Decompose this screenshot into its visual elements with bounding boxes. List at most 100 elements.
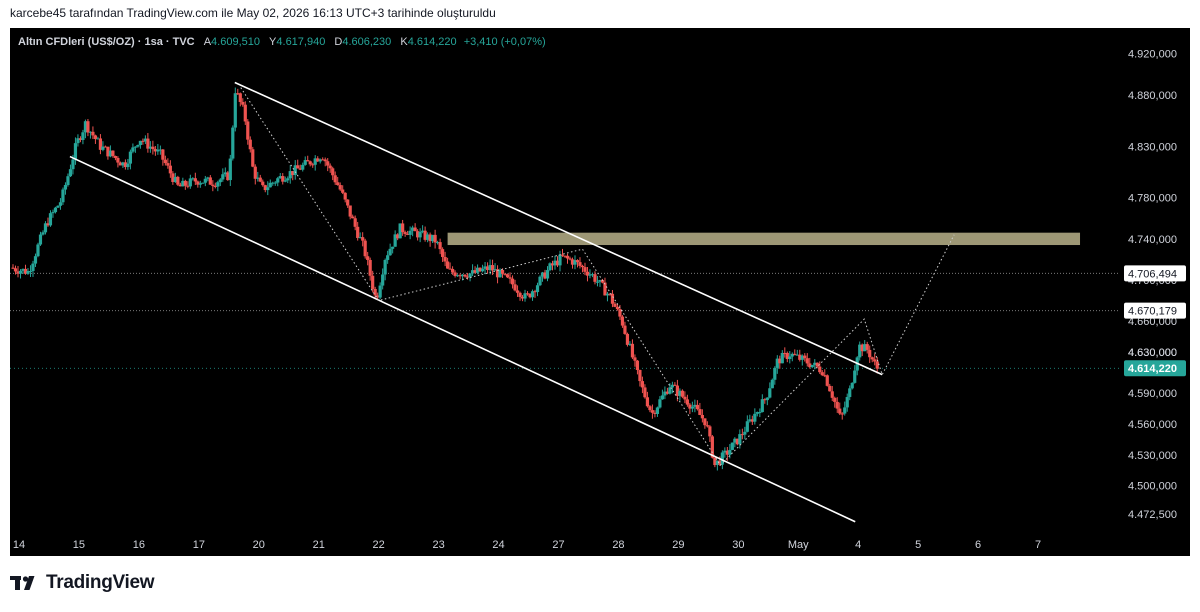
candle-up	[470, 270, 475, 274]
candle-up	[788, 356, 792, 360]
candle-down	[208, 177, 212, 185]
candle-down	[226, 172, 230, 181]
candle-up	[753, 413, 757, 422]
candle-up	[598, 280, 602, 282]
price-tick-label: 4.830,000	[1128, 141, 1177, 153]
candle-down	[610, 293, 615, 304]
time-tick-label: 24	[492, 539, 504, 551]
candle-up	[283, 180, 287, 182]
candle-down	[653, 412, 657, 414]
time-tick-label: 17	[193, 539, 205, 551]
candle-up	[488, 265, 492, 271]
candle-up	[158, 149, 162, 151]
candle-up	[56, 205, 60, 208]
candle-up	[748, 419, 752, 422]
candle-down	[578, 262, 582, 266]
candle-down	[783, 352, 787, 354]
candle-down	[635, 360, 640, 371]
time-axis[interactable]: 14 15 16 17 20 21 22 23 24 27 28 29 30 May 4 5 6 7	[10, 532, 1190, 556]
candle-up	[780, 352, 784, 364]
candle-down	[103, 146, 108, 148]
candle-up	[28, 271, 33, 273]
candle-down	[805, 358, 809, 364]
price-chart[interactable]: 4.920,000 4.880,000 4.830,000 4.780,000 4.74…	[10, 28, 1190, 556]
candle-up	[388, 248, 392, 256]
time-tick-label: 27	[552, 539, 564, 551]
candle-up	[101, 146, 105, 150]
candle-down	[346, 199, 350, 206]
candle-up	[221, 174, 225, 180]
candle-up	[143, 138, 147, 142]
candle-up	[391, 246, 395, 249]
candle-up	[411, 227, 415, 231]
candle-up	[843, 407, 847, 414]
candle-up	[81, 132, 85, 140]
candle-down	[823, 375, 827, 377]
candle-down	[643, 387, 647, 398]
candle-down	[13, 268, 18, 272]
candle-down	[406, 233, 410, 235]
candle-up	[743, 431, 747, 435]
candle-down	[361, 237, 365, 241]
candle-down	[688, 404, 692, 409]
candle-down	[153, 149, 157, 152]
candle-up	[738, 434, 742, 445]
candle-up	[760, 399, 764, 413]
tradingview-brand[interactable]: TradingView	[10, 572, 155, 594]
candle-up	[273, 182, 277, 184]
candle-down	[241, 101, 245, 105]
candle-down	[680, 390, 684, 397]
chart-panel[interactable]: 4.920,000 4.880,000 4.830,000 4.780,000 4.74…	[10, 28, 1190, 556]
time-tick-label: 4	[855, 539, 861, 551]
candle-down	[505, 274, 510, 278]
candle-down	[713, 457, 717, 466]
candle-down	[403, 232, 407, 234]
price-axis[interactable]: 4.920,000 4.880,000 4.830,000 4.780,000 4.74…	[1124, 49, 1186, 521]
candle-up	[223, 172, 227, 175]
candle-up	[53, 207, 58, 213]
brand-name: TradingView	[46, 572, 155, 593]
time-tick-label: 30	[732, 539, 744, 551]
candle-up	[398, 223, 402, 239]
candle-down	[338, 185, 342, 190]
candle-up	[148, 146, 152, 149]
time-tick-label: 16	[133, 539, 145, 551]
time-tick-label: 28	[612, 539, 624, 551]
candle-up	[68, 169, 73, 177]
open-value: 4.609,510	[211, 36, 260, 48]
high-label: Y	[269, 36, 277, 48]
candle-up	[121, 162, 125, 166]
candle-up	[318, 159, 322, 162]
candle-up	[48, 213, 53, 226]
candle-down	[568, 258, 572, 260]
candle-down	[443, 256, 447, 262]
candle-down	[478, 267, 482, 272]
close-label: K	[400, 36, 408, 48]
candle-down	[703, 418, 707, 426]
candle-down	[615, 306, 620, 310]
candle-up	[288, 171, 292, 179]
candle-down	[650, 410, 655, 413]
drawings[interactable]	[69, 81, 955, 523]
candle-down	[495, 269, 500, 278]
candle-down	[618, 309, 622, 317]
candle-up	[436, 242, 440, 244]
candle-down	[353, 218, 357, 227]
candle-up	[43, 223, 48, 233]
candle-up	[480, 268, 485, 272]
candle-down	[825, 375, 829, 386]
candle-down	[178, 184, 182, 187]
candle-down	[171, 173, 175, 182]
candle-up	[393, 234, 397, 247]
candle-up	[386, 255, 390, 260]
candle-up	[595, 281, 600, 283]
candle-up	[58, 202, 63, 206]
candle-up	[88, 131, 93, 133]
candle-down	[151, 146, 155, 150]
candle-up	[303, 160, 307, 165]
candle-down	[583, 267, 587, 272]
price-tick-label: 4.920,000	[1128, 49, 1177, 61]
candle-up	[523, 293, 527, 299]
channel-line	[234, 81, 883, 376]
candle-up	[133, 146, 137, 148]
